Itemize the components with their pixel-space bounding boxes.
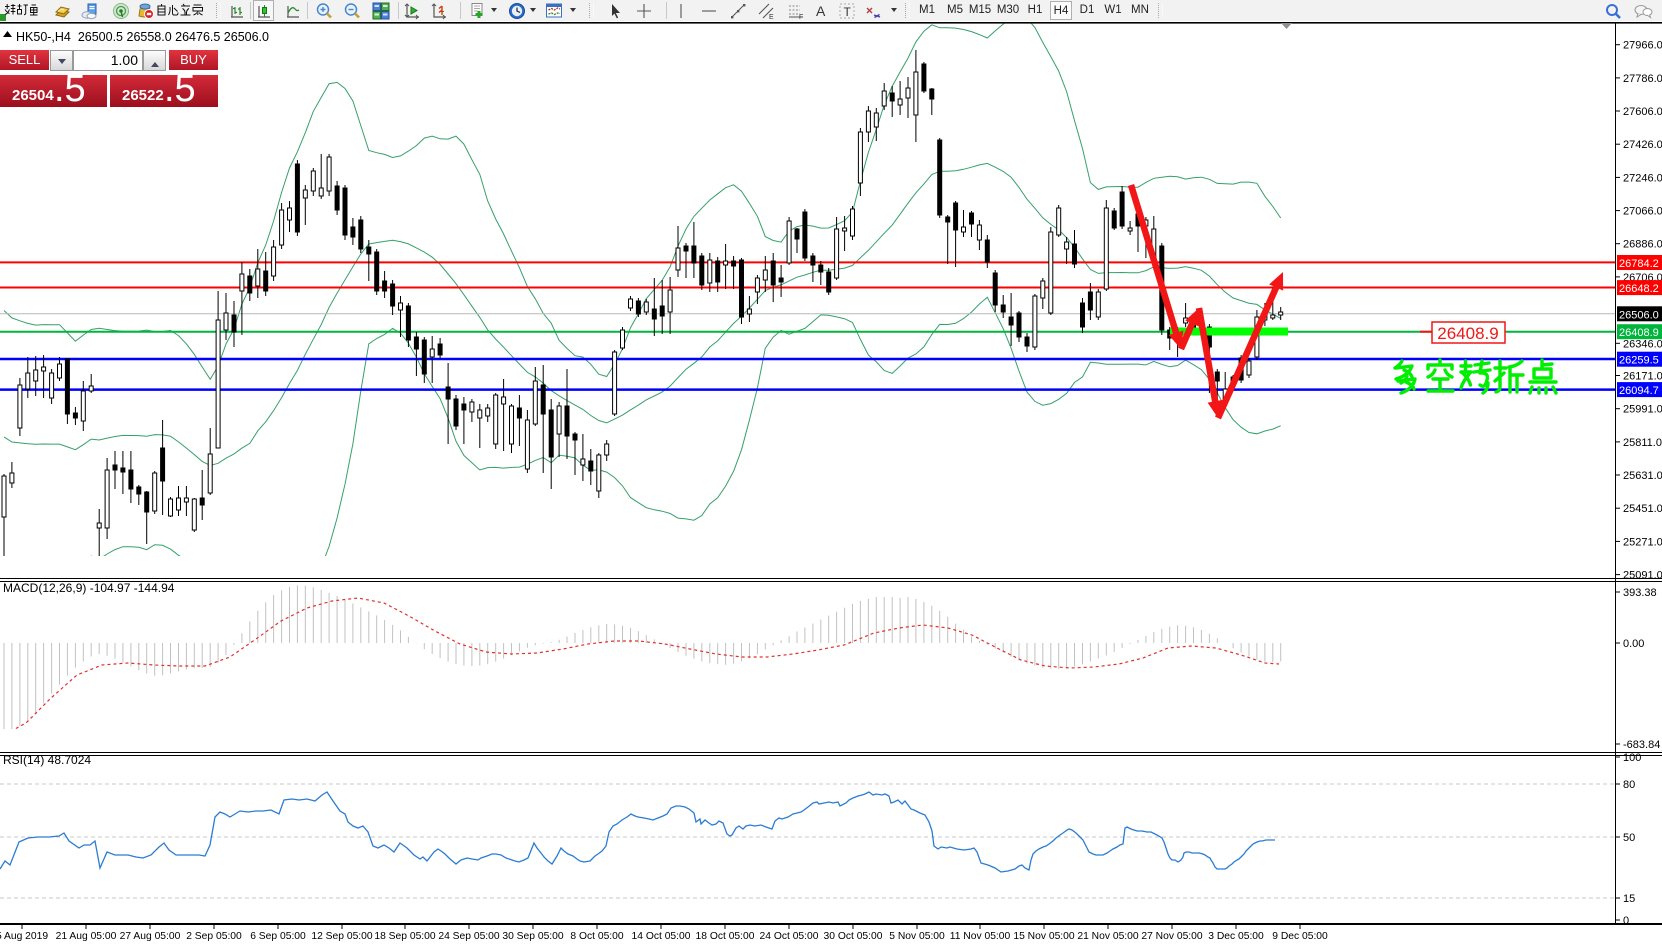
svg-text:27426.0: 27426.0 bbox=[1623, 139, 1662, 151]
svg-text:100: 100 bbox=[1623, 752, 1641, 764]
svg-text:8 Oct 05:00: 8 Oct 05:00 bbox=[570, 931, 624, 942]
svg-text:30 Sep 05:00: 30 Sep 05:00 bbox=[502, 931, 564, 942]
svg-text:24 Sep 05:00: 24 Sep 05:00 bbox=[438, 931, 500, 942]
svg-text:25271.0: 25271.0 bbox=[1623, 536, 1662, 548]
svg-text:27786.0: 27786.0 bbox=[1623, 73, 1662, 85]
svg-text:27246.0: 27246.0 bbox=[1623, 172, 1662, 184]
svg-text:9 Dec 05:00: 9 Dec 05:00 bbox=[1272, 931, 1328, 942]
svg-text:26408.9: 26408.9 bbox=[1619, 327, 1659, 339]
svg-text:27 Nov 05:00: 27 Nov 05:00 bbox=[1141, 931, 1203, 942]
svg-text:26506.0: 26506.0 bbox=[1619, 309, 1659, 321]
svg-text:-683.84: -683.84 bbox=[1623, 739, 1660, 751]
svg-text:21 Aug 05:00: 21 Aug 05:00 bbox=[56, 931, 117, 942]
svg-text:27 Aug 05:00: 27 Aug 05:00 bbox=[120, 931, 181, 942]
svg-text:24 Oct 05:00: 24 Oct 05:00 bbox=[760, 931, 819, 942]
svg-text:E: E bbox=[769, 14, 774, 20]
svg-text:27966.0: 27966.0 bbox=[1623, 40, 1662, 52]
svg-text:14 Oct 05:00: 14 Oct 05:00 bbox=[632, 931, 691, 942]
svg-text:26784.2: 26784.2 bbox=[1619, 258, 1659, 270]
svg-text:80: 80 bbox=[1623, 779, 1635, 791]
svg-text:0: 0 bbox=[1623, 915, 1629, 927]
svg-text:26171.0: 26171.0 bbox=[1623, 371, 1662, 383]
svg-text:393.38: 393.38 bbox=[1623, 587, 1657, 599]
svg-text:25811.0: 25811.0 bbox=[1623, 437, 1662, 449]
svg-text:25631.0: 25631.0 bbox=[1623, 470, 1662, 482]
svg-text:T: T bbox=[844, 5, 852, 19]
svg-text:26886.0: 26886.0 bbox=[1623, 239, 1662, 251]
svg-text:HK50-,H4 26500.5 26558.0 2647: HK50-,H4 26500.5 26558.0 26476.5 26506.0 bbox=[16, 30, 269, 44]
svg-text:5 Aug 2019: 5 Aug 2019 bbox=[0, 931, 48, 942]
svg-text:15: 15 bbox=[1623, 893, 1635, 905]
svg-text:25451.0: 25451.0 bbox=[1623, 503, 1662, 515]
svg-text:26259.5: 26259.5 bbox=[1619, 355, 1659, 367]
svg-text:MACD(12,26,9) -104.97 -144.94: MACD(12,26,9) -104.97 -144.94 bbox=[3, 581, 175, 595]
svg-text:18 Sep 05:00: 18 Sep 05:00 bbox=[374, 931, 436, 942]
svg-text:5 Nov 05:00: 5 Nov 05:00 bbox=[889, 931, 945, 942]
svg-text:0.00: 0.00 bbox=[1623, 638, 1644, 650]
svg-text:27606.0: 27606.0 bbox=[1623, 106, 1662, 118]
svg-text:25991.0: 25991.0 bbox=[1623, 404, 1662, 416]
svg-text:3 Dec 05:00: 3 Dec 05:00 bbox=[1208, 931, 1264, 942]
svg-text:F: F bbox=[799, 14, 803, 20]
svg-text:18 Oct 05:00: 18 Oct 05:00 bbox=[696, 931, 755, 942]
svg-text:25091.0: 25091.0 bbox=[1623, 570, 1662, 582]
svg-text:26094.7: 26094.7 bbox=[1619, 385, 1659, 397]
svg-text:2 Sep 05:00: 2 Sep 05:00 bbox=[186, 931, 242, 942]
svg-text:15 Nov 05:00: 15 Nov 05:00 bbox=[1013, 931, 1075, 942]
svg-text:12 Sep 05:00: 12 Sep 05:00 bbox=[311, 931, 373, 942]
svg-text:27066.0: 27066.0 bbox=[1623, 206, 1662, 218]
svg-text:RSI(14) 48.7024: RSI(14) 48.7024 bbox=[3, 753, 91, 767]
svg-text:30 Oct 05:00: 30 Oct 05:00 bbox=[824, 931, 883, 942]
svg-text:21 Nov 05:00: 21 Nov 05:00 bbox=[1077, 931, 1139, 942]
svg-text:50: 50 bbox=[1623, 832, 1635, 844]
svg-text:11 Nov 05:00: 11 Nov 05:00 bbox=[950, 931, 1011, 942]
svg-text:26346.0: 26346.0 bbox=[1623, 338, 1662, 350]
svg-text:26648.2: 26648.2 bbox=[1619, 283, 1659, 295]
svg-text:26408.9: 26408.9 bbox=[1437, 324, 1498, 343]
svg-text:6 Sep 05:00: 6 Sep 05:00 bbox=[250, 931, 306, 942]
